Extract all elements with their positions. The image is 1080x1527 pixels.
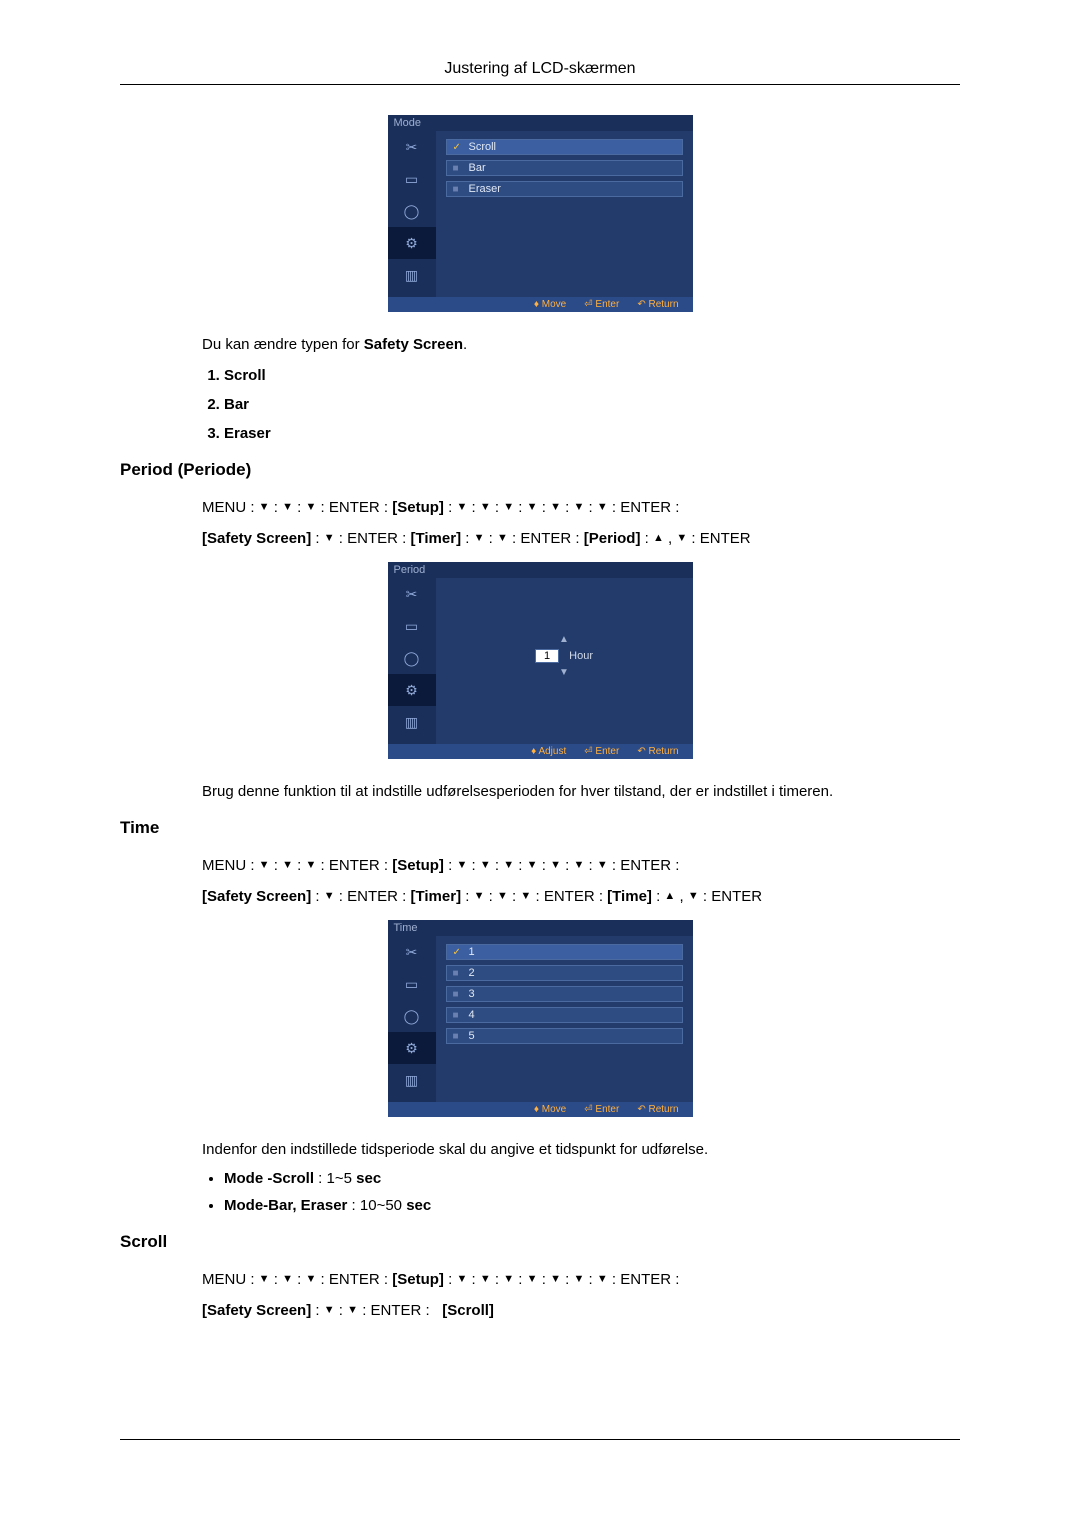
osd-time-icons: ✂ ▭ ◯ ⚙ ▥: [388, 936, 436, 1102]
osd-mode-title: Mode: [388, 115, 693, 131]
osd-option-eraser: ■ Eraser: [446, 181, 683, 197]
section-scroll-title: Scroll: [120, 1232, 960, 1252]
osd-mode-body: ✂ ▭ ◯ ⚙ ▥ ✓ Scroll ■ Bar ■ Eraser: [388, 131, 693, 297]
time-bullets: Mode -Scroll : 1~5 sec Mode-Bar, Eraser …: [202, 1170, 960, 1214]
up-arrow-icon: ▲: [559, 634, 569, 645]
osd-option-label: 5: [469, 1030, 475, 1042]
section-period-title: Period (Periode): [120, 460, 960, 480]
period-nav: MENU : ▼ : ▼ : ▼ : ENTER : [Setup] : ▼ :…: [202, 494, 960, 552]
nav-line: MENU : ▼ : ▼ : ▼ : ENTER : [Setup] : ▼ :…: [202, 1266, 960, 1293]
sound-icon: ▭: [388, 968, 436, 1000]
check-icon: ✓: [453, 142, 463, 153]
time-nav: MENU : ▼ : ▼ : ▼ : ENTER : [Setup] : ▼ :…: [202, 852, 960, 910]
page-header-title: Justering af LCD-skærmen: [120, 60, 960, 78]
down-arrow-icon: ▼: [559, 667, 569, 678]
osd-period-panel: ▲ 1 Hour ▼: [436, 578, 693, 744]
osd-time-panel: ✓1 ■2 ■3 ■4 ■5: [436, 936, 693, 1102]
multi-icon: ▥: [388, 1064, 436, 1096]
osd-mode-panel: ✓ Scroll ■ Bar ■ Eraser: [436, 131, 693, 297]
footer-rule: [120, 1439, 960, 1440]
picture-icon: ✂: [388, 131, 436, 163]
list-item: Mode-Bar, Eraser : 10~50 sec: [224, 1197, 960, 1214]
sound-icon: ▭: [388, 163, 436, 195]
osd-option-label: Bar: [469, 162, 486, 174]
setup-icon: ⚙: [388, 227, 436, 259]
osd-option-label: Eraser: [469, 183, 501, 195]
osd-period: Period ✂ ▭ ◯ ⚙ ▥ ▲ 1 Hour ▼: [388, 562, 693, 759]
list-item: Scroll: [224, 367, 960, 384]
section-time-title: Time: [120, 818, 960, 838]
osd-option-label: 2: [469, 967, 475, 979]
osd-time-footer: ♦ Move ⏎ Enter ↶ Return: [388, 1102, 693, 1117]
list-item: Mode -Scroll : 1~5 sec: [224, 1170, 960, 1187]
osd-option-1: ✓1: [446, 944, 683, 960]
picture-icon: ✂: [388, 936, 436, 968]
osd-option-label: 3: [469, 988, 475, 1000]
page: Justering af LCD-skærmen Mode ✂ ▭ ◯ ⚙ ▥ …: [0, 0, 1080, 1527]
osd-mode-icons: ✂ ▭ ◯ ⚙ ▥: [388, 131, 436, 297]
nav-line: MENU : ▼ : ▼ : ▼ : ENTER : [Setup] : ▼ :…: [202, 852, 960, 879]
sound-icon: ▭: [388, 610, 436, 642]
osd-hour-line: 1 Hour: [535, 649, 593, 663]
period-body: Brug denne funktion til at indstille udf…: [202, 783, 960, 800]
osd-hour-unit: Hour: [569, 650, 593, 662]
power-icon: ◯: [388, 642, 436, 674]
nav-line: MENU : ▼ : ▼ : ▼ : ENTER : [Setup] : ▼ :…: [202, 494, 960, 521]
osd-footer-move: ♦ Move: [534, 1104, 566, 1115]
box-icon: ■: [453, 968, 463, 979]
box-icon: ■: [453, 1031, 463, 1042]
time-body: Indenfor den indstillede tidsperiode ska…: [202, 1141, 960, 1214]
box-icon: ■: [453, 163, 463, 174]
osd-footer-enter: ⏎ Enter: [584, 299, 619, 310]
intro-text: Du kan ændre typen for Safety Screen. Sc…: [202, 336, 960, 442]
osd-option-label: 4: [469, 1009, 475, 1021]
osd-hour-value: 1: [535, 649, 559, 663]
nav-line: [Safety Screen] : ▼ : ENTER : [Timer] : …: [202, 525, 960, 552]
osd-option-3: ■3: [446, 986, 683, 1002]
osd-option-label: Scroll: [469, 141, 497, 153]
osd-period-body: ✂ ▭ ◯ ⚙ ▥ ▲ 1 Hour ▼: [388, 578, 693, 744]
osd-footer-move: ♦ Move: [534, 299, 566, 310]
osd-option-scroll: ✓ Scroll: [446, 139, 683, 155]
header-rule: [120, 84, 960, 85]
osd-option-5: ■5: [446, 1028, 683, 1044]
setup-icon: ⚙: [388, 674, 436, 706]
power-icon: ◯: [388, 195, 436, 227]
osd-mode: Mode ✂ ▭ ◯ ⚙ ▥ ✓ Scroll ■ Bar ■ Eraser ♦ Mo…: [388, 115, 693, 312]
osd-option-2: ■2: [446, 965, 683, 981]
box-icon: ■: [453, 184, 463, 195]
box-icon: ■: [453, 1010, 463, 1021]
osd-period-title: Period: [388, 562, 693, 578]
check-icon: ✓: [453, 947, 463, 958]
osd-option-label: 1: [469, 946, 475, 958]
nav-line: [Safety Screen] : ▼ : ▼ : ENTER : [Scrol…: [202, 1297, 960, 1324]
nav-line: [Safety Screen] : ▼ : ENTER : [Timer] : …: [202, 883, 960, 910]
list-item: Bar: [224, 396, 960, 413]
osd-option-4: ■4: [446, 1007, 683, 1023]
osd-time: Time ✂ ▭ ◯ ⚙ ▥ ✓1 ■2 ■3 ■4 ■5 ♦ Move ⏎ E…: [388, 920, 693, 1117]
power-icon: ◯: [388, 1000, 436, 1032]
osd-period-icons: ✂ ▭ ◯ ⚙ ▥: [388, 578, 436, 744]
multi-icon: ▥: [388, 259, 436, 291]
osd-mode-footer: ♦ Move ⏎ Enter ↶ Return: [388, 297, 693, 312]
osd-footer-return: ↶ Return: [637, 1104, 678, 1115]
osd-footer-enter: ⏎ Enter: [584, 746, 619, 757]
osd-footer-adjust: ♦ Adjust: [531, 746, 566, 757]
osd-footer-return: ↶ Return: [637, 299, 678, 310]
osd-period-footer: ♦ Adjust ⏎ Enter ↶ Return: [388, 744, 693, 759]
osd-hour-wrap: ▲ 1 Hour ▼: [446, 586, 683, 726]
setup-icon: ⚙: [388, 1032, 436, 1064]
osd-time-title: Time: [388, 920, 693, 936]
osd-option-bar: ■ Bar: [446, 160, 683, 176]
osd-footer-enter: ⏎ Enter: [584, 1104, 619, 1115]
osd-time-body: ✂ ▭ ◯ ⚙ ▥ ✓1 ■2 ■3 ■4 ■5: [388, 936, 693, 1102]
list-item: Eraser: [224, 425, 960, 442]
picture-icon: ✂: [388, 578, 436, 610]
multi-icon: ▥: [388, 706, 436, 738]
mode-list: Scroll Bar Eraser: [202, 367, 960, 442]
scroll-nav: MENU : ▼ : ▼ : ▼ : ENTER : [Setup] : ▼ :…: [202, 1266, 960, 1324]
box-icon: ■: [453, 989, 463, 1000]
osd-footer-return: ↶ Return: [637, 746, 678, 757]
